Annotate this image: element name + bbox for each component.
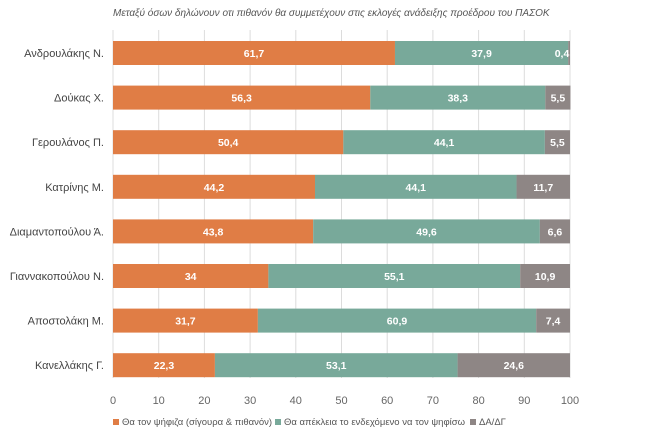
x-tick-label: 90 <box>518 395 530 407</box>
bar-segment <box>313 219 540 244</box>
data-label: 11,7 <box>533 182 553 194</box>
bar-segment <box>113 41 395 65</box>
bar-segment <box>113 353 215 378</box>
bar-segment <box>544 130 570 155</box>
data-label: 38,3 <box>448 93 469 105</box>
bar-segment <box>568 41 570 65</box>
bar-segment <box>268 264 521 288</box>
data-label: 43,8 <box>203 226 224 238</box>
x-tick-label: 70 <box>427 395 439 407</box>
data-label: 22,3 <box>154 360 175 372</box>
data-label: 44,1 <box>406 182 427 194</box>
x-tick-label: 10 <box>153 395 165 407</box>
x-tick-label: 20 <box>198 395 210 407</box>
category-label: Κατρίνης Μ. <box>45 182 104 194</box>
data-label: 55,1 <box>384 271 405 283</box>
x-tick-label: 60 <box>381 395 393 407</box>
category-label: Διαμαντοπούλου Ά. <box>10 226 104 238</box>
x-tick-label: 50 <box>335 395 347 407</box>
data-label: 6,6 <box>548 226 563 238</box>
category-label: Γιαννακοπούλου Ν. <box>10 271 104 283</box>
x-tick-label: 80 <box>472 395 484 407</box>
data-label: 60,9 <box>387 316 408 328</box>
bar-segment <box>516 174 570 199</box>
x-tick-label: 40 <box>290 395 302 407</box>
bar-segment <box>113 219 314 244</box>
bar-segment <box>370 85 546 110</box>
bar-segment <box>113 264 269 288</box>
data-label: 24,6 <box>504 360 525 372</box>
category-label: Ανδρουλάκης Ν. <box>24 48 104 60</box>
data-label: 34 <box>185 271 197 283</box>
bar-segment <box>113 85 371 110</box>
legend-label: ΔΑ/ΔΓ <box>479 417 506 428</box>
legend-label: Θα τον ψήφιζα (σίγουρα & πιθανόν) <box>122 417 272 428</box>
bar-segment <box>394 41 569 65</box>
data-label: 50,4 <box>218 137 239 149</box>
chart-title: Μεταξύ όσων δηλώνουν οτι πιθανόν θα συμμ… <box>113 7 551 19</box>
bar-segment <box>113 130 344 155</box>
bar-segment <box>520 264 570 288</box>
bar-segment <box>113 174 315 199</box>
legend-swatch <box>470 419 476 425</box>
data-label: 10,9 <box>535 271 556 283</box>
data-label: 5,5 <box>551 93 566 105</box>
data-label: 49,6 <box>416 226 437 238</box>
bar-segment <box>545 85 571 110</box>
category-label: Δούκας Χ. <box>54 93 104 105</box>
category-label: Αποστολάκη Μ. <box>28 316 104 328</box>
legend-label: Θα απέκλεια το ενδεχόμενο να τον ψηφίσω <box>284 417 466 428</box>
data-label: 56,3 <box>231 93 252 105</box>
bar-segment <box>113 308 258 333</box>
bar-segment <box>257 308 537 333</box>
data-label: 5,5 <box>550 137 565 149</box>
bar-segment <box>314 174 517 199</box>
bar-segment <box>539 219 570 244</box>
legend-swatch <box>113 419 119 425</box>
bar-segment <box>536 308 570 333</box>
data-label: 44,2 <box>204 182 225 194</box>
data-label: 53,1 <box>326 360 347 372</box>
legend-swatch <box>275 419 281 425</box>
x-tick-label: 100 <box>561 395 579 407</box>
bar-segment <box>214 353 458 378</box>
category-label: Κανελλάκης Γ. <box>35 360 104 372</box>
data-label: 61,7 <box>244 48 265 60</box>
data-label: 7,4 <box>546 316 561 328</box>
data-label: 44,1 <box>434 137 455 149</box>
data-label: 37,9 <box>471 48 492 60</box>
x-tick-label: 30 <box>244 395 256 407</box>
bar-segment <box>343 130 545 155</box>
data-label: 31,7 <box>175 316 196 328</box>
bar-segment <box>457 353 570 378</box>
category-label: Γερουλάνος Π. <box>32 137 104 149</box>
x-tick-label: 0 <box>110 395 116 407</box>
data-label: 0,4 <box>555 48 570 60</box>
